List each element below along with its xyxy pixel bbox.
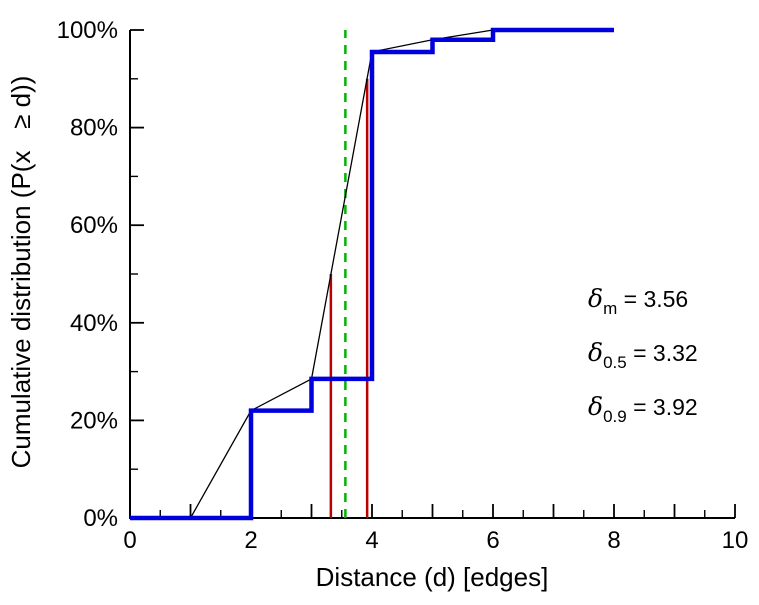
interpolated-cdf (189, 29, 494, 519)
y-tick-label: 40% (70, 310, 118, 337)
x-tick-label: 2 (244, 527, 257, 554)
x-tick-label: 10 (722, 527, 749, 554)
x-tick-label: 0 (123, 527, 136, 554)
annotation-layer: δm = 3.56 δ0.5 = 3.32 δ0.9 = 3.92 (588, 284, 698, 426)
axes (129, 30, 735, 519)
annotation-delta-0.9: δ0.9 = 3.92 (588, 392, 698, 426)
annotation-delta-m: δm = 3.56 (588, 284, 688, 318)
series-layer (130, 27, 614, 521)
x-tick-label: 4 (365, 527, 378, 554)
annotation-delta-0.5: δ0.5 = 3.32 (588, 338, 698, 372)
x-axis-title: Distance (d) [edges] (316, 562, 549, 592)
y-tick-label: 100% (57, 17, 118, 44)
empirical-cdf-step (130, 27, 614, 521)
y-tick-label: 20% (70, 407, 118, 434)
x-tick-label: 8 (607, 527, 620, 554)
x-tick-label: 6 (486, 527, 499, 554)
plot-layer: 0 2 4 6 8 100%20%40%60%80%100% (57, 17, 749, 554)
y-tick-label: 0% (83, 505, 118, 532)
y-axis-title: Cumulative distribution (P(x ≥ d)) (6, 76, 36, 469)
y-tick-label: 80% (70, 115, 118, 142)
y-tick-label: 60% (70, 212, 118, 239)
